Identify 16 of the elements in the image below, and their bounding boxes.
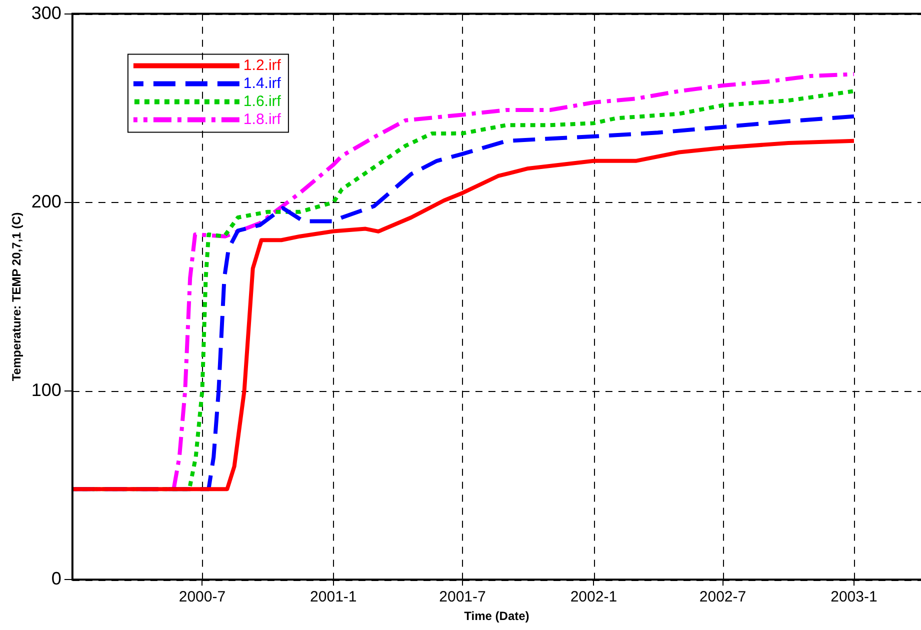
x-tick-label: 2000-7 xyxy=(178,588,226,606)
x-axis-title: Time (Date) xyxy=(464,609,530,624)
text: 1.4.irf xyxy=(243,74,282,92)
text: 1.8.irf xyxy=(243,110,282,128)
x-tick-label: 2002-1 xyxy=(570,588,618,606)
x-tick-label: 2001-7 xyxy=(439,588,486,606)
text: 1.6.irf xyxy=(243,92,282,110)
y-tick-label: 200 xyxy=(31,191,62,212)
text: 1.2.irf xyxy=(243,56,282,74)
y-tick-label: 300 xyxy=(31,2,62,23)
y-tick-label: 0 xyxy=(51,568,62,589)
x-tick-label: 2001-1 xyxy=(310,588,357,606)
x-tick-label: 2003-1 xyxy=(830,588,878,606)
y-tick-label: 100 xyxy=(31,380,62,400)
x-tick-label: 2002-7 xyxy=(699,588,746,606)
y-axis-title: Temperature: TEMP 20,7,1 (C) xyxy=(10,212,24,382)
